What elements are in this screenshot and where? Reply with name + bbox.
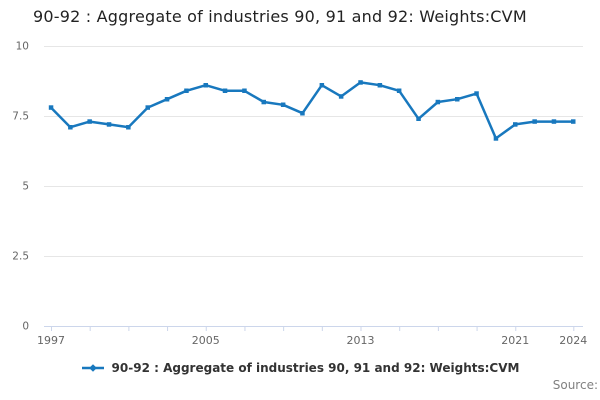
data-point-marker[interactable]: [358, 80, 363, 85]
data-point-marker[interactable]: [164, 97, 170, 102]
y-axis-tick-label: 2.5: [12, 251, 29, 263]
data-point-marker[interactable]: [416, 116, 421, 122]
data-point-marker[interactable]: [300, 111, 305, 116]
data-point-marker[interactable]: [222, 88, 228, 94]
legend-series-label: 90-92 : Aggregate of industries 90, 91 a…: [111, 361, 520, 375]
data-point-marker[interactable]: [396, 88, 402, 94]
source-label: Source:: [552, 378, 598, 392]
data-point-marker[interactable]: [532, 119, 537, 124]
x-axis-tick-label: 2024: [559, 334, 587, 347]
x-axis-tick-label: 1997: [37, 334, 65, 347]
y-axis-tick-label: 5: [22, 181, 29, 193]
data-point-marker[interactable]: [126, 125, 131, 130]
y-axis-tick-label: 0: [22, 321, 29, 333]
x-axis-tick-label: 2005: [192, 334, 220, 347]
y-axis-tick-label: 7.5: [12, 111, 29, 123]
data-point-marker[interactable]: [455, 97, 460, 102]
data-point-marker[interactable]: [145, 105, 151, 110]
data-point-marker[interactable]: [87, 119, 92, 124]
data-point-marker[interactable]: [338, 94, 344, 99]
data-point-marker[interactable]: [68, 125, 73, 130]
data-point-marker[interactable]: [242, 88, 247, 94]
data-point-marker[interactable]: [551, 119, 557, 124]
data-point-marker[interactable]: [280, 102, 286, 108]
data-point-marker[interactable]: [48, 105, 54, 110]
legend-line-marker-icon: [81, 364, 104, 372]
data-point-marker[interactable]: [106, 122, 112, 127]
data-point-marker[interactable]: [513, 122, 518, 127]
series-line[interactable]: [49, 81, 575, 140]
data-point-marker[interactable]: [493, 136, 499, 141]
data-point-marker[interactable]: [474, 91, 479, 96]
data-point-marker[interactable]: [435, 99, 441, 105]
chart-plot-area: 0 2.5 5 7.5 10 1997 2005 2013 2021 2024: [12, 41, 587, 348]
data-point-marker[interactable]: [261, 99, 267, 105]
data-point-marker[interactable]: [319, 83, 325, 88]
data-point-marker[interactable]: [377, 83, 383, 88]
data-point-marker[interactable]: [203, 83, 209, 88]
data-point-marker[interactable]: [184, 88, 189, 94]
y-axis-tick-label: 10: [16, 41, 29, 53]
legend[interactable]: 90-92 : Aggregate of industries 90, 91 a…: [0, 361, 600, 375]
x-axis-tick-label: 2021: [501, 334, 529, 347]
data-point-marker[interactable]: [571, 119, 576, 124]
x-axis-tick-label: 2013: [347, 334, 375, 347]
chart-title: 90-92 : Aggregate of industries 90, 91 a…: [33, 7, 527, 26]
